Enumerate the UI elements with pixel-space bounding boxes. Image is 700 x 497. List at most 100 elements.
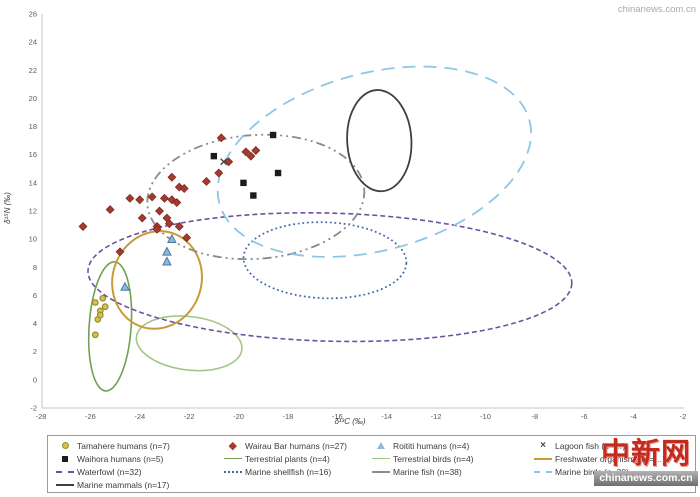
legend: Tamahere humans (n=7) Waihora humans (n=… — [47, 435, 696, 493]
point-waihora — [250, 192, 257, 199]
point-roititi — [120, 281, 130, 291]
legend-column-1: Tamahere humans (n=7) Waihora humans (n=… — [56, 439, 170, 492]
solid-line-icon — [372, 458, 390, 460]
ellipse-freshwater — [111, 230, 203, 330]
point-wairau — [105, 205, 115, 215]
y-tick-label: 0 — [33, 375, 37, 384]
y-tick-label: 20 — [29, 94, 37, 103]
square-marker-icon — [56, 455, 74, 463]
point-wairau — [135, 195, 145, 205]
point-tamahere — [96, 311, 104, 319]
y-tick-label: 16 — [29, 150, 37, 159]
chinanews-logo: 中新网 chinanews.com.cn — [594, 428, 698, 486]
point-wairau — [214, 168, 224, 178]
legend-item-terrestrial-birds: Terrestrial birds (n=4) — [372, 452, 474, 465]
point-wairau — [216, 133, 226, 143]
point-wairau — [159, 193, 169, 203]
ellipse-marine-shellfish — [242, 221, 408, 300]
legend-item-waihora: Waihora humans (n=5) — [56, 452, 170, 465]
x-tick-label: -12 — [431, 412, 442, 421]
chinanews-logo-characters: 中新网 — [600, 438, 691, 470]
point-tamahere — [91, 299, 99, 306]
legend-item-tamahere: Tamahere humans (n=7) — [56, 439, 170, 452]
point-wairau — [167, 172, 177, 182]
y-tick-label: 6 — [33, 291, 37, 300]
point-lagoon — [220, 158, 228, 166]
legend-item-lagoon: Lagoon fish (n=…) — [534, 439, 665, 452]
y-tick-label: 2 — [33, 347, 37, 356]
x-tick-label: -6 — [581, 412, 588, 421]
point-roititi — [162, 246, 172, 256]
legend-item-marine-birds: Marine birds (n=30) — [534, 465, 665, 478]
x-tick-label: -22 — [184, 412, 195, 421]
point-wairau — [155, 206, 164, 216]
legend-column-3: Roititi humans (n=4) Terrestrial birds (… — [372, 439, 474, 479]
y-tick-label: 12 — [29, 207, 37, 216]
x-tick-label: -24 — [134, 412, 145, 421]
point-roititi — [162, 256, 172, 266]
point-wairau — [164, 219, 174, 229]
y-tick-label: 14 — [29, 178, 37, 187]
point-wairau — [251, 146, 261, 155]
legend-column-4: Lagoon fish (n=…) Freshwater organisms (… — [534, 439, 665, 479]
y-tick-label: 4 — [33, 319, 37, 328]
legend-item-marine-fish: Marine fish (n=38) — [372, 465, 474, 478]
legend-item-terrestrial-plants: Terrestrial plants (n=4) — [224, 452, 347, 465]
y-tick-label: 18 — [29, 122, 37, 131]
y-axis-title: δ¹⁵N (‰) — [3, 192, 12, 224]
point-wairau — [115, 247, 125, 257]
dashed-line-icon — [56, 470, 74, 473]
point-waihora — [274, 169, 282, 177]
x-tick-label: -10 — [480, 412, 491, 421]
point-wairau — [152, 224, 162, 234]
point-wairau — [78, 222, 88, 231]
point-wairau — [201, 176, 211, 186]
point-waihora — [240, 179, 247, 187]
legend-item-marine-shellfish: Marine shellfish (n=16) — [224, 465, 347, 478]
circle-marker-icon — [56, 442, 74, 450]
point-wairau — [174, 222, 184, 231]
legend-column-2: Wairau Bar humans (n=27) Terrestrial pla… — [224, 439, 347, 479]
point-wairau — [147, 192, 157, 202]
point-wairau — [174, 182, 184, 192]
x-tick-label: -14 — [381, 412, 392, 421]
y-tick-label: -2 — [30, 404, 37, 413]
x-tick-label: -28 — [36, 412, 47, 421]
point-tamahere — [101, 303, 109, 311]
ellipse-marine-mammals — [346, 89, 413, 193]
diamond-marker-icon — [224, 441, 242, 450]
y-tick-label: 26 — [29, 10, 37, 19]
x-marker-icon — [534, 441, 552, 451]
x-tick-label: -2 — [680, 412, 687, 421]
point-wairau — [137, 213, 147, 223]
ellipse-marine-fish — [146, 133, 366, 261]
legend-item-roititi: Roititi humans (n=4) — [372, 439, 474, 452]
x-axis-title: δ¹³C (‰) — [334, 417, 366, 426]
solid-line-icon — [224, 458, 242, 460]
y-tick-label: 10 — [29, 235, 37, 244]
point-wairau — [179, 184, 189, 193]
dashed-line-icon — [534, 470, 552, 473]
x-tick-label: -8 — [532, 412, 539, 421]
point-wairau — [182, 233, 192, 243]
x-tick-label: -26 — [85, 412, 96, 421]
y-tick-label: 24 — [29, 38, 37, 47]
solid-line-icon — [56, 484, 74, 487]
legend-item-wairau: Wairau Bar humans (n=27) — [224, 439, 347, 452]
y-tick-label: 8 — [33, 263, 37, 272]
legend-item-marine-mammals: Marine mammals (n=17) — [56, 479, 170, 492]
watermark-top-right: chinanews.com.cn — [617, 4, 696, 15]
point-tamahere — [99, 294, 107, 302]
x-tick-label: -4 — [630, 412, 637, 421]
ellipse-terrestrial-birds — [135, 315, 243, 372]
x-tick-label: -20 — [233, 412, 244, 421]
point-waihora — [210, 152, 218, 160]
x-tick-label: -18 — [283, 412, 294, 421]
triangle-marker-icon — [372, 442, 390, 450]
solid-line-icon — [372, 470, 390, 473]
point-wairau — [125, 193, 135, 203]
point-waihora — [269, 131, 277, 139]
point-wairau — [172, 198, 182, 208]
chinanews-logo-banner: chinanews.com.cn — [594, 471, 698, 486]
